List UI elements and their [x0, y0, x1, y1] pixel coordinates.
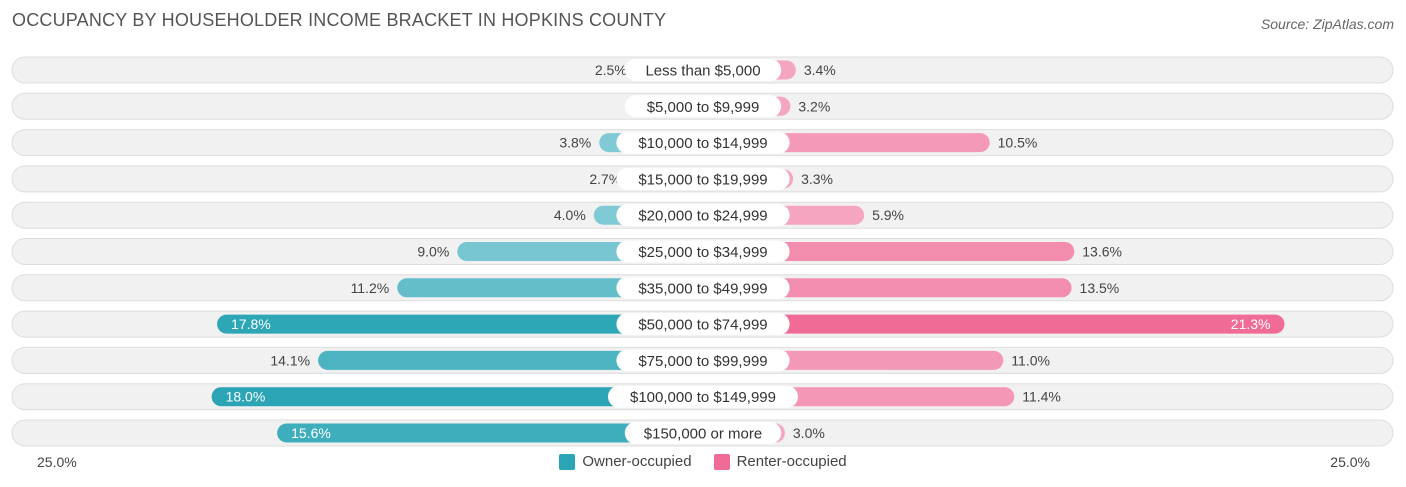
legend-swatch-owner [559, 453, 576, 470]
category-label: $10,000 to $14,999 [638, 135, 767, 152]
category-label: Less than $5,000 [645, 63, 760, 80]
category-pill [616, 167, 790, 190]
renter-value-label: 11.4% [1022, 389, 1061, 405]
category-pill [616, 204, 790, 227]
category-label: $15,000 to $19,999 [638, 171, 767, 188]
owner-value-label: 3.8% [559, 135, 591, 151]
renter-value-label: 3.0% [793, 425, 825, 441]
axis-right-label: 25.0% [1330, 454, 1370, 470]
category-pill [624, 95, 782, 118]
category-label: $35,000 to $49,999 [638, 280, 767, 297]
legend-label-owner: Owner-occupied [582, 453, 692, 470]
renter-value-label: 21.3% [1231, 316, 1271, 332]
category-label: $25,000 to $34,999 [638, 244, 767, 261]
renter-value-label: 3.2% [798, 98, 830, 114]
category-pill [608, 385, 798, 408]
owner-value-label: 17.8% [231, 316, 271, 332]
renter-value-label: 3.4% [804, 62, 836, 78]
owner-value-label: 11.2% [351, 280, 390, 296]
renter-bar [703, 314, 1285, 334]
renter-value-label: 10.5% [998, 135, 1038, 151]
renter-bar [703, 242, 1075, 261]
category-pill [616, 349, 790, 372]
renter-bar [703, 278, 1072, 298]
owner-value-label: 4.0% [554, 207, 586, 223]
category-label: $75,000 to $99,999 [638, 353, 767, 370]
legend-label-renter: Renter-occupied [736, 453, 847, 470]
legend-item-owner: Owner-occupied [559, 453, 692, 470]
category-pill [616, 313, 790, 336]
owner-value-label: 18.0% [226, 389, 266, 405]
renter-value-label: 11.0% [1011, 352, 1050, 368]
category-pill [616, 131, 790, 154]
axis-left-label: 25.0% [37, 454, 77, 470]
owner-bar [277, 423, 703, 443]
chart-title: OCCUPANCY BY HOUSEHOLDER INCOME BRACKET … [12, 10, 667, 30]
owner-value-label: 2.7% [589, 171, 621, 187]
category-pill [624, 422, 782, 444]
owner-bar [318, 350, 703, 370]
renter-value-label: 5.9% [872, 207, 904, 223]
category-label: $100,000 to $149,999 [630, 389, 776, 406]
source-attribution: Source: ZipAtlas.com [1260, 16, 1394, 32]
owner-bar [211, 387, 703, 407]
category-pill [616, 276, 790, 299]
owner-value-label: 14.1% [270, 352, 310, 368]
owner-value-label: 2.5% [595, 62, 627, 78]
owner-bar [217, 314, 703, 334]
legend-item-renter: Renter-occupied [713, 453, 847, 470]
category-pill [624, 59, 782, 81]
category-pill [616, 240, 790, 263]
owner-value-label: 9.0% [417, 244, 449, 260]
renter-value-label: 3.3% [801, 171, 833, 187]
category-label: $50,000 to $74,999 [638, 317, 767, 334]
owner-value-label: 15.6% [291, 425, 331, 441]
category-label: $5,000 to $9,999 [647, 99, 760, 116]
renter-value-label: 13.6% [1082, 244, 1122, 260]
legend: Owner-occupied Renter-occupied [0, 453, 1406, 470]
category-label: $150,000 or more [644, 426, 762, 443]
legend-swatch-renter [713, 453, 730, 470]
category-label: $20,000 to $24,999 [638, 208, 767, 225]
renter-value-label: 13.5% [1080, 280, 1120, 296]
